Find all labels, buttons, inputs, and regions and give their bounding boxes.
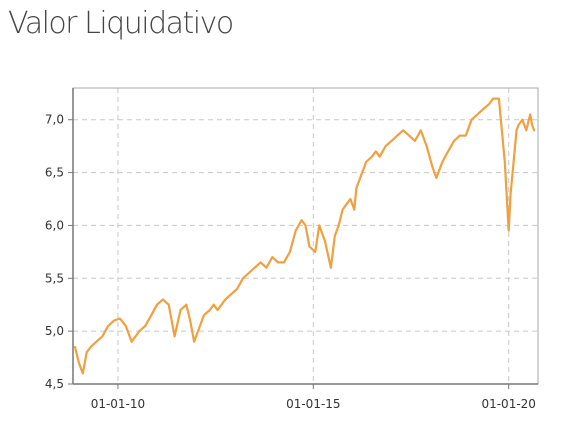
y-axis-ticks: 4,5 5,0 5,5 6,0 6,5 7,0 [45, 113, 64, 391]
y-tick-label: 6,5 [45, 166, 64, 180]
chart-axes [68, 87, 539, 389]
x-axis-ticks: 01-01-10 01-01-15 01-01-20 [91, 397, 536, 411]
x-tick-label: 01-01-10 [91, 397, 145, 411]
y-tick-label: 5,0 [45, 324, 64, 338]
page-title: Valor Liquidativo [8, 6, 234, 41]
x-tick-label: 01-01-15 [286, 397, 340, 411]
y-tick-label: 7,0 [45, 113, 64, 127]
y-tick-label: 4,5 [45, 377, 64, 391]
series-layer [73, 97, 536, 375]
series-line [73, 97, 536, 375]
x-tick-label: 01-01-20 [481, 397, 535, 411]
y-tick-label: 6,0 [45, 218, 64, 232]
chart-grid [73, 88, 538, 384]
y-tick-label: 5,5 [45, 271, 64, 285]
plot-frame [72, 87, 539, 385]
